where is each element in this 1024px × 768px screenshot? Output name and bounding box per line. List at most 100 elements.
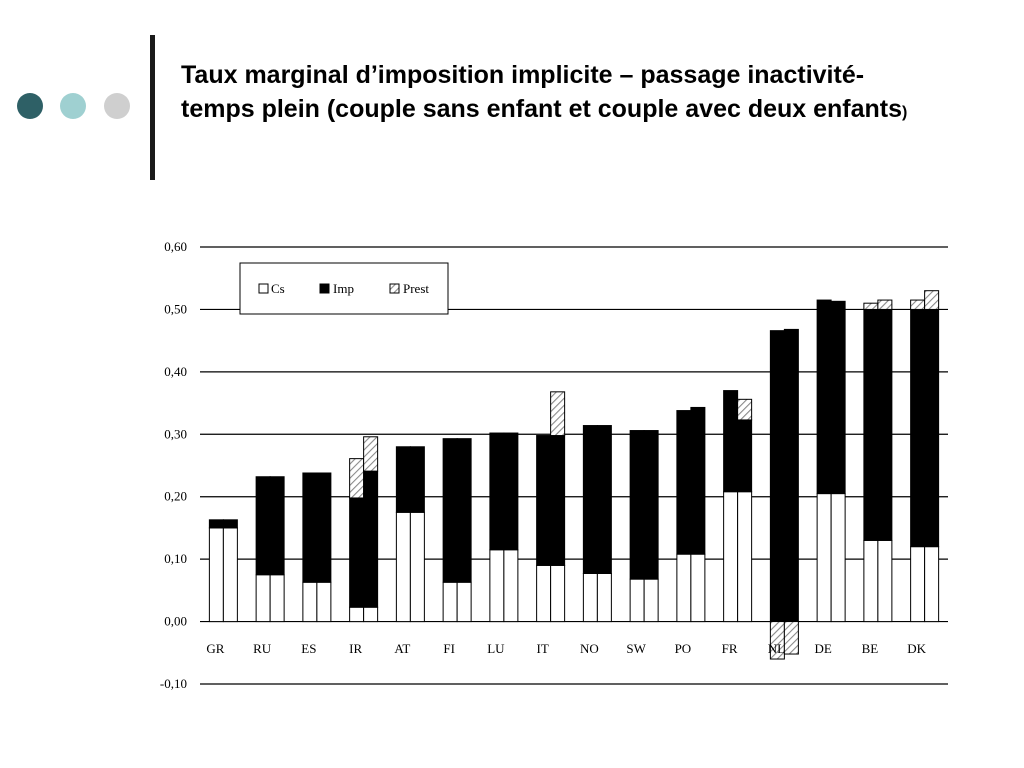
bar-segment-imp (816, 299, 832, 495)
bar-segment-imp (582, 425, 598, 575)
bar-segment-cs (395, 511, 411, 623)
bar-segment-cs (302, 581, 318, 623)
bar-segment-cs (442, 581, 458, 623)
x-tick-label: LU (487, 641, 505, 656)
bar-segment-imp (863, 308, 879, 541)
bar-segment-imp (737, 419, 753, 493)
bar-segment-imp (456, 438, 472, 583)
decor-dot-light (60, 93, 86, 119)
bar-segment-cs (910, 546, 926, 623)
x-tick-label: FI (443, 641, 455, 656)
bar-segment-prest (910, 299, 926, 310)
y-tick-label: 0,20 (164, 489, 187, 504)
y-tick-labels: 0,60 0,50 0,40 0,30 0,20 0,10 0,00 -0,10 (160, 239, 187, 691)
y-tick-label: 0,40 (164, 364, 187, 379)
y-tick-label: 0,30 (164, 426, 187, 441)
legend-swatch-cs (258, 283, 269, 294)
bar-segment-cs (363, 606, 379, 623)
chart-legend: Cs Imp Prest (239, 262, 449, 315)
bar-segment-prest (550, 391, 566, 437)
x-tick-label: AT (394, 641, 410, 656)
bar-segment-prest (363, 436, 379, 472)
bar-segment-prest (349, 458, 365, 499)
x-tick-label: NL (768, 641, 785, 656)
bar-segment-imp (769, 330, 785, 623)
legend-item-prest: Prest (389, 281, 429, 296)
bar-segment-imp (302, 472, 318, 583)
bar-segment-imp (269, 476, 285, 576)
bar-segment-cs (349, 606, 365, 623)
bar-segment-cs (222, 527, 238, 623)
y-tick-label: 0,50 (164, 301, 187, 316)
legend-label-prest: Prest (403, 281, 429, 296)
bar-segment-cs (723, 491, 739, 623)
bar-segment-prest (863, 302, 879, 310)
bar-segment-imp (877, 308, 893, 541)
bar-segment-cs (863, 539, 879, 623)
bar-segment-prest (877, 299, 893, 310)
bar-segment-imp (723, 390, 739, 493)
bar-segment-cs (830, 493, 846, 623)
bar-segment-cs (409, 511, 425, 623)
x-tick-label: IT (536, 641, 548, 656)
bar-segment-cs (596, 573, 612, 623)
bar-segment-cs (536, 564, 552, 623)
bar-segment-cs (582, 573, 598, 623)
legend-label-imp: Imp (333, 281, 354, 296)
bar-segment-prest (783, 621, 799, 655)
bar-segment-cs (503, 549, 519, 623)
title-accent-bar (150, 35, 155, 180)
x-tick-label: BE (862, 641, 879, 656)
decor-dot-dark (17, 93, 43, 119)
x-tick-label: DK (907, 641, 926, 656)
bar-segment-cs (737, 491, 753, 623)
bar-segment-imp (489, 432, 505, 551)
bar-segment-prest (737, 398, 753, 421)
bar-segment-cs (550, 564, 566, 623)
bar-segment-imp (643, 430, 659, 580)
bar-segment-imp (676, 410, 692, 555)
x-tick-label: NO (580, 641, 599, 656)
bar-segment-imp (536, 435, 552, 566)
bar-segment-cs (629, 578, 645, 623)
bar-segment-imp (690, 406, 706, 555)
bar-segment-imp (363, 470, 379, 608)
bars (208, 290, 940, 660)
y-tick-label: -0,10 (160, 676, 187, 691)
bar-segment-imp (255, 476, 271, 576)
bar-segment-cs (255, 574, 271, 623)
x-tick-label: PO (675, 641, 692, 656)
x-tick-label: DE (814, 641, 831, 656)
bar-segment-cs (816, 493, 832, 623)
y-tick-label: 0,10 (164, 551, 187, 566)
bar-segment-imp (349, 497, 365, 608)
bar-segment-imp (395, 446, 411, 513)
legend-item-cs: Cs (258, 281, 285, 296)
bar-segment-imp (316, 472, 332, 583)
legend-box (239, 262, 449, 315)
x-tick-label: SW (626, 641, 646, 656)
bar-segment-imp (830, 300, 846, 495)
x-tick-label: IR (349, 641, 362, 656)
bar-segment-imp (596, 425, 612, 575)
x-tick-label: ES (301, 641, 316, 656)
bar-segment-imp (629, 430, 645, 580)
bar-segment-imp (208, 519, 224, 529)
x-tick-label: RU (253, 641, 272, 656)
bar-segment-imp (550, 435, 566, 566)
bar-segment-cs (316, 581, 332, 623)
slide-title: Taux marginal d’imposition implicite – p… (181, 58, 921, 130)
bar-segment-imp (503, 432, 519, 551)
bar-segment-imp (783, 328, 799, 623)
bar-segment-cs (924, 546, 940, 623)
legend-label-cs: Cs (271, 281, 285, 296)
bar-segment-imp (409, 446, 425, 513)
bar-segment-imp (442, 438, 458, 583)
bar-segment-cs (690, 553, 706, 623)
x-tick-label: FR (722, 641, 738, 656)
bar-segment-cs (456, 581, 472, 623)
slide-title-paren: ) (902, 104, 908, 121)
legend-swatch-imp (319, 283, 330, 294)
bar-segment-imp (222, 519, 238, 529)
